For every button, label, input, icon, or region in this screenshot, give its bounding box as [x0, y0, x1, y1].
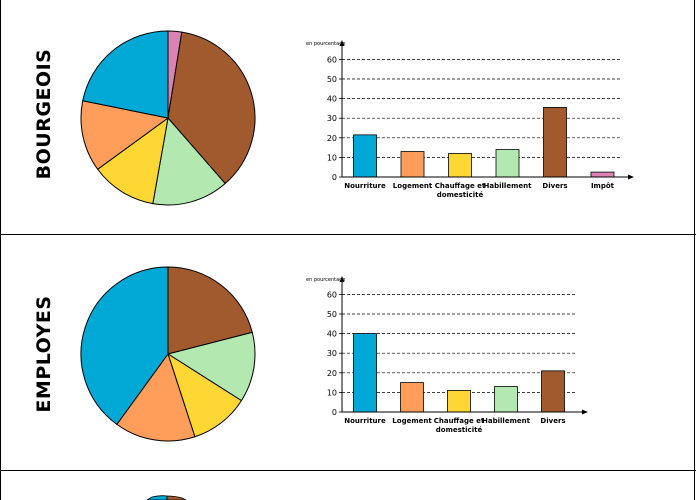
pie-slice	[152, 116, 226, 206]
pie-slice	[166, 331, 256, 402]
y-tick-label: 10	[327, 388, 337, 397]
frame-right-border	[694, 0, 695, 500]
x-category-label: Divers	[540, 417, 565, 425]
y-tick-label: 20	[327, 369, 337, 378]
x-category-label: Habillement	[482, 417, 531, 425]
y-tick-label: 40	[327, 330, 337, 339]
x-category-label: Habillement	[484, 182, 533, 190]
bar	[400, 151, 425, 178]
bar	[495, 149, 520, 178]
y-axis-arrow	[339, 40, 345, 46]
pie-slice	[80, 100, 170, 170]
y-tick-label: 20	[327, 134, 337, 143]
frame-left-border	[0, 0, 1, 500]
y-tick-label: 60	[327, 55, 337, 64]
y-unit-label: en pourcentage	[306, 41, 345, 47]
y-tick-label: 40	[327, 95, 337, 104]
pie-slice	[167, 31, 256, 185]
x-axis-arrow	[628, 174, 634, 180]
bar	[590, 171, 615, 178]
pie-slice	[167, 266, 253, 355]
x-category-label: Nourriture	[344, 417, 386, 425]
bar	[543, 107, 567, 178]
x-category-label: domesticité	[436, 426, 483, 434]
y-tick-label: 50	[327, 310, 337, 319]
x-category-label: domesticité	[437, 191, 484, 199]
y-tick-label: 10	[327, 153, 337, 162]
third-pie-fragment	[146, 495, 187, 500]
x-category-label: Divers	[542, 182, 567, 190]
section-divider-2	[0, 470, 696, 471]
bar	[541, 370, 565, 413]
pie-slice	[96, 116, 169, 205]
y-tick-label: 0	[332, 173, 337, 182]
pie-slice	[80, 266, 169, 426]
pie-chart	[80, 30, 256, 206]
bar	[400, 382, 424, 413]
x-axis-arrow	[582, 409, 588, 415]
x-category-label: Nourriture	[344, 182, 386, 190]
x-category-label: Chauffage et	[435, 182, 486, 190]
x-category-label: Logement	[392, 417, 432, 425]
y-tick-label: 0	[332, 408, 337, 417]
bar	[494, 386, 518, 413]
chart-1: 0 10 20 30 40 50 60 Nourriture Logement Chauffage…	[80, 266, 588, 442]
y-tick-label: 30	[327, 114, 337, 123]
y-unit-label: en pourcentage	[306, 277, 345, 283]
pie-slice	[116, 352, 196, 442]
y-tick-label: 50	[327, 75, 337, 84]
x-category-label: Impôt	[591, 182, 615, 190]
y-tick-label: 30	[327, 349, 337, 358]
x-category-label: Chauffage et	[434, 417, 485, 425]
pie-chart	[80, 266, 256, 442]
chart-0: 0 10 20 30 40 50 60 Nourriture Logement Chauffage…	[80, 30, 634, 206]
x-category-label: Logement	[393, 182, 433, 190]
bar	[353, 134, 377, 178]
bar-chart: 0 10 20 30 40 50 60 Nourriture Logement Chauffage…	[306, 276, 588, 434]
bar	[447, 390, 471, 413]
bar-chart: 0 10 20 30 40 50 60 Nourriture Logement Chauffage…	[306, 40, 634, 199]
pie-slice	[82, 30, 169, 119]
bar	[353, 333, 377, 413]
y-axis-arrow	[339, 276, 345, 282]
section-divider-1	[0, 234, 696, 235]
y-tick-label: 60	[327, 290, 337, 299]
bar	[448, 153, 472, 178]
